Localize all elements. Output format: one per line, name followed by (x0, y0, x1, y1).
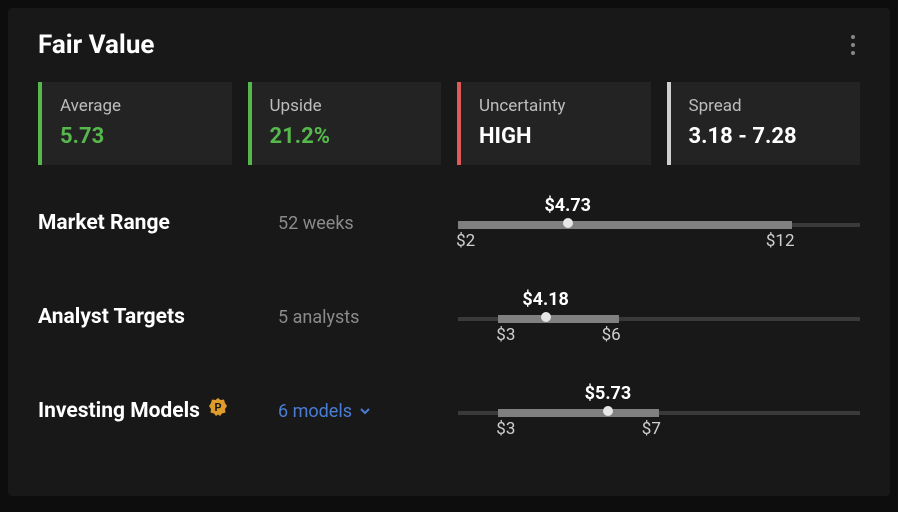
stat-box: Uncertainty HIGH (457, 82, 651, 165)
more-options-icon[interactable] (846, 30, 860, 60)
slider-max-label: $7 (642, 419, 661, 439)
stat-label: Spread (689, 96, 843, 116)
range-label-text: Investing Models (38, 399, 200, 423)
slider-current-value: $5.73 (585, 383, 632, 404)
fair-value-card: Fair Value Average 5.73 Upside 21.2% Uncerta… (8, 8, 890, 496)
slider-max-label: $12 (766, 231, 795, 251)
pro-badge-icon: P (208, 397, 228, 417)
card-header: Fair Value (38, 30, 860, 60)
range-label: Analyst Targets (38, 305, 278, 329)
range-sub-link[interactable]: 6 models (278, 401, 458, 422)
range-sub: 5 analysts (278, 307, 458, 328)
stat-value: 21.2% (270, 124, 424, 149)
stat-value: HIGH (479, 124, 633, 149)
slider-min-label: $3 (496, 419, 515, 439)
ranges-section: Market Range 52 weeks $4.73$2$12 Analyst Ta… (38, 201, 860, 433)
stat-value: 3.18 - 7.28 (689, 124, 843, 149)
range-sub: 52 weeks (278, 213, 458, 234)
slider-dot (603, 406, 613, 416)
stat-value: 5.73 (60, 124, 214, 149)
range-label-text: Market Range (38, 211, 170, 235)
range-label: Investing Models P (38, 399, 278, 423)
slider-fill (498, 315, 619, 323)
svg-text:P: P (214, 401, 221, 414)
range-sub-text: 6 models (278, 401, 352, 422)
range-row: Market Range 52 weeks $4.73$2$12 (38, 201, 860, 245)
range-row: Analyst Targets 5 analysts $4.18$3$6 (38, 295, 860, 339)
slider-dot (563, 218, 573, 228)
slider-fill (458, 221, 792, 229)
range-row: Investing Models P 6 models $5.73$3$7 (38, 389, 860, 433)
slider-max-label: $6 (602, 325, 621, 345)
stat-box: Average 5.73 (38, 82, 232, 165)
stat-box: Spread 3.18 - 7.28 (667, 82, 861, 165)
range-sub-text: 52 weeks (278, 213, 354, 234)
stats-row: Average 5.73 Upside 21.2% Uncertainty HIGH Spr… (38, 82, 860, 165)
range-slider: $5.73$3$7 (458, 389, 860, 433)
range-label-text: Analyst Targets (38, 305, 185, 329)
stat-label: Uncertainty (479, 96, 633, 116)
slider-min-label: $2 (456, 231, 475, 251)
range-label: Market Range (38, 211, 278, 235)
slider-min-label: $3 (496, 325, 515, 345)
slider-current-value: $4.73 (544, 195, 591, 216)
range-slider: $4.18$3$6 (458, 295, 860, 339)
range-slider: $4.73$2$12 (458, 201, 860, 245)
slider-current-value: $4.18 (522, 289, 569, 310)
stat-label: Average (60, 96, 214, 116)
slider-fill (498, 409, 659, 417)
range-sub-text: 5 analysts (278, 307, 359, 328)
card-title: Fair Value (38, 30, 154, 60)
stat-label: Upside (270, 96, 424, 116)
stat-box: Upside 21.2% (248, 82, 442, 165)
chevron-down-icon (358, 404, 372, 418)
slider-dot (541, 312, 551, 322)
